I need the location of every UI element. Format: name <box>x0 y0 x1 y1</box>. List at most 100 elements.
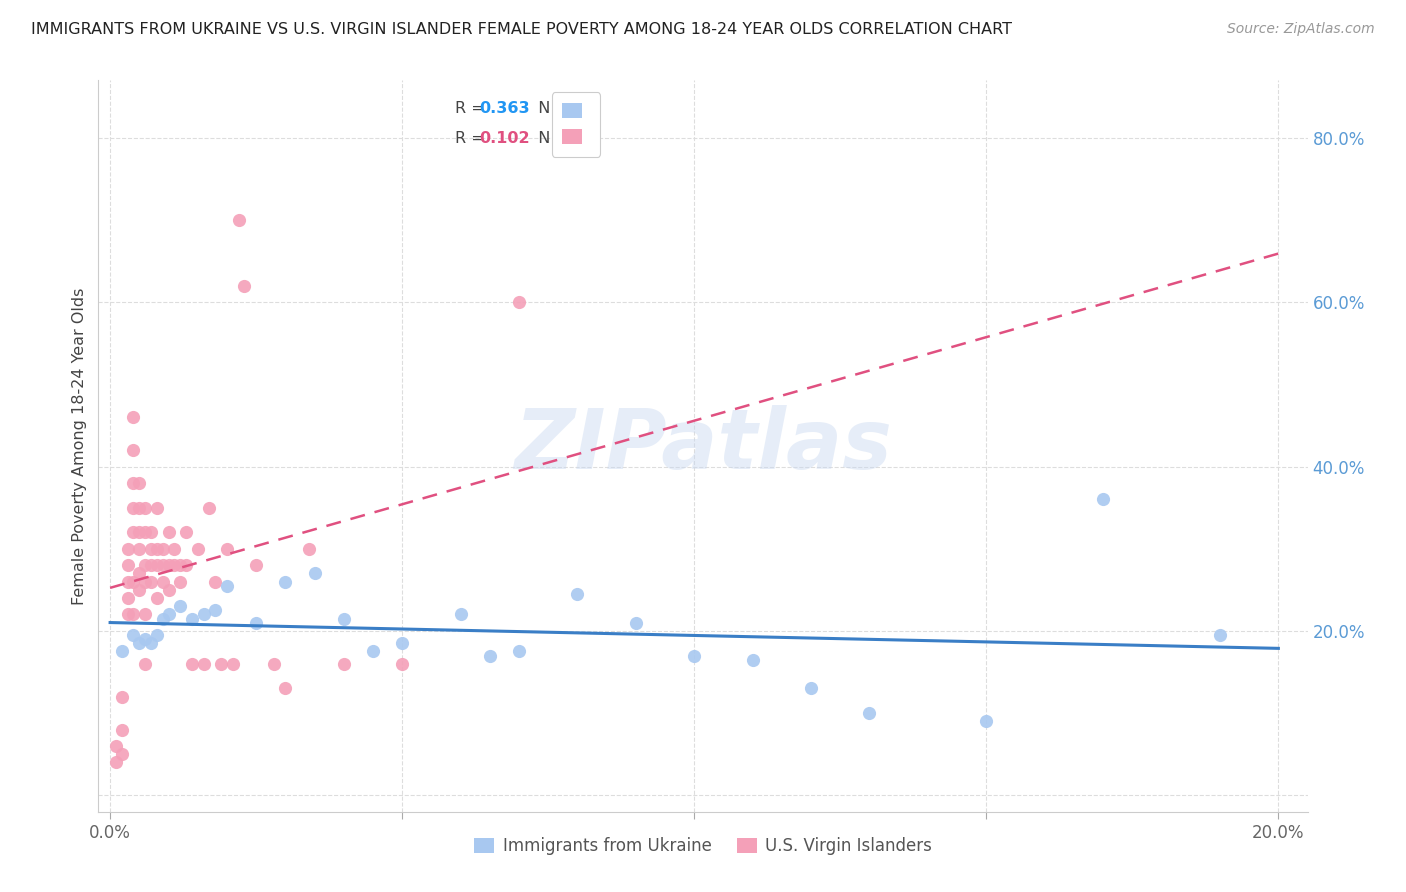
Point <box>128 475 150 490</box>
Point <box>128 541 150 556</box>
Point <box>332 657 354 671</box>
Point <box>332 611 354 625</box>
Point <box>157 558 180 573</box>
Point <box>134 525 156 540</box>
Point <box>567 587 589 601</box>
Text: 31: 31 <box>561 102 583 116</box>
Point <box>858 706 880 720</box>
Text: IMMIGRANTS FROM UKRAINE VS U.S. VIRGIN ISLANDER FEMALE POVERTY AMONG 18-24 YEAR : IMMIGRANTS FROM UKRAINE VS U.S. VIRGIN I… <box>31 22 1012 37</box>
Point <box>174 558 197 573</box>
Point <box>624 615 647 630</box>
Point <box>1209 628 1232 642</box>
Point <box>122 607 145 622</box>
Point <box>508 295 530 310</box>
Point <box>122 410 145 425</box>
Point <box>111 690 134 704</box>
Point <box>741 653 763 667</box>
Point <box>974 714 997 729</box>
Text: 0.363: 0.363 <box>479 102 530 116</box>
Point <box>169 574 191 589</box>
Point <box>139 525 162 540</box>
Point <box>134 632 156 647</box>
Point <box>111 747 134 762</box>
Point <box>163 558 186 573</box>
Point <box>139 574 162 589</box>
Y-axis label: Female Poverty Among 18-24 Year Olds: Female Poverty Among 18-24 Year Olds <box>72 287 87 605</box>
Point <box>146 500 169 515</box>
Point <box>122 525 145 540</box>
Point <box>245 615 267 630</box>
Point <box>128 500 150 515</box>
Point <box>134 607 156 622</box>
Point <box>117 558 139 573</box>
Point <box>128 636 150 650</box>
Point <box>163 541 186 556</box>
Text: N =: N = <box>527 102 574 116</box>
Point <box>683 648 706 663</box>
Point <box>198 500 221 515</box>
Point <box>139 636 162 650</box>
Point <box>245 558 267 573</box>
Point <box>215 579 238 593</box>
Point <box>152 541 174 556</box>
Point <box>209 657 232 671</box>
Text: R =: R = <box>456 130 491 145</box>
Point <box>122 628 145 642</box>
Point <box>117 591 139 605</box>
Point <box>122 443 145 458</box>
Point <box>263 657 285 671</box>
Point <box>233 278 256 293</box>
Point <box>180 657 202 671</box>
Point <box>450 607 472 622</box>
Point <box>134 657 156 671</box>
Point <box>117 541 139 556</box>
Legend: Immigrants from Ukraine, U.S. Virgin Islanders: Immigrants from Ukraine, U.S. Virgin Isl… <box>468 830 938 862</box>
Point <box>391 657 413 671</box>
Point <box>169 558 191 573</box>
Point <box>169 599 191 614</box>
Text: 66: 66 <box>561 130 583 145</box>
Point <box>228 213 250 227</box>
Text: N =: N = <box>527 130 574 145</box>
Point <box>111 644 134 658</box>
Point <box>274 681 297 696</box>
Point <box>134 500 156 515</box>
Text: R =: R = <box>456 102 491 116</box>
Point <box>215 541 238 556</box>
Text: ZIPatlas: ZIPatlas <box>515 406 891 486</box>
Point <box>134 558 156 573</box>
Point <box>193 607 215 622</box>
Point <box>180 611 202 625</box>
Point <box>152 574 174 589</box>
Point <box>122 475 145 490</box>
Point <box>274 574 297 589</box>
Point <box>174 525 197 540</box>
Point <box>139 541 162 556</box>
Point <box>157 525 180 540</box>
Point <box>104 756 127 770</box>
Point <box>104 739 127 753</box>
Point <box>139 558 162 573</box>
Point <box>117 574 139 589</box>
Point <box>478 648 501 663</box>
Point <box>298 541 321 556</box>
Point <box>204 574 226 589</box>
Point <box>508 644 530 658</box>
Point <box>157 582 180 597</box>
Point <box>122 500 145 515</box>
Point <box>128 566 150 581</box>
Point <box>111 723 134 737</box>
Point <box>146 628 169 642</box>
Point <box>157 607 180 622</box>
Text: 0.102: 0.102 <box>479 130 530 145</box>
Point <box>800 681 823 696</box>
Point <box>117 607 139 622</box>
Point <box>146 591 169 605</box>
Point <box>391 636 413 650</box>
Point <box>304 566 326 581</box>
Point <box>146 541 169 556</box>
Point <box>134 574 156 589</box>
Point <box>152 558 174 573</box>
Point <box>146 558 169 573</box>
Point <box>222 657 245 671</box>
